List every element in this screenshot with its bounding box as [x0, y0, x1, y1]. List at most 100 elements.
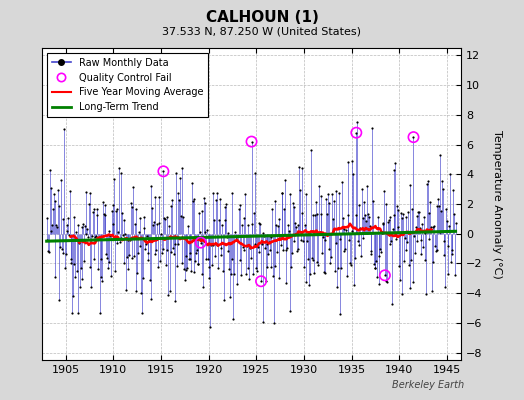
Point: [436, 152, 445, 158]
Point: [321, 270, 330, 276]
Point: [104, 258, 113, 265]
Point: [384, 218, 392, 225]
Point: [450, 210, 458, 217]
Point: [204, 256, 212, 262]
Point: [86, 264, 94, 270]
Point: [202, 256, 211, 262]
Point: [192, 250, 200, 256]
Point: [372, 258, 380, 264]
Point: [438, 178, 446, 184]
Point: [300, 264, 308, 270]
Point: [374, 214, 382, 220]
Legend: Raw Monthly Data, Quality Control Fail, Five Year Moving Average, Long-Term Tren: Raw Monthly Data, Quality Control Fail, …: [47, 53, 208, 117]
Point: [255, 220, 263, 226]
Point: [141, 241, 150, 248]
Point: [353, 119, 362, 126]
Point: [385, 217, 393, 223]
Point: [91, 234, 100, 241]
Point: [220, 216, 228, 223]
Point: [220, 296, 228, 303]
Point: [358, 234, 367, 241]
Point: [163, 247, 171, 253]
Point: [94, 265, 103, 272]
Point: [328, 191, 336, 198]
Point: [381, 200, 390, 207]
Point: [188, 180, 196, 186]
Point: [400, 235, 409, 241]
Point: [168, 197, 176, 204]
Point: [430, 223, 438, 229]
Point: [192, 247, 201, 253]
Point: [327, 254, 335, 260]
Point: [407, 257, 416, 264]
Point: [154, 264, 162, 270]
Point: [390, 167, 399, 173]
Point: [176, 174, 184, 181]
Point: [343, 159, 352, 166]
Point: [139, 225, 148, 231]
Point: [311, 212, 319, 219]
Point: [409, 134, 418, 140]
Point: [115, 164, 123, 171]
Point: [286, 191, 294, 197]
Point: [368, 125, 376, 132]
Point: [397, 210, 405, 216]
Point: [351, 212, 359, 218]
Point: [155, 194, 163, 200]
Point: [143, 233, 151, 239]
Point: [124, 266, 133, 272]
Point: [367, 248, 376, 254]
Point: [296, 187, 304, 194]
Point: [204, 275, 213, 282]
Point: [315, 183, 323, 189]
Point: [59, 216, 68, 222]
Point: [238, 244, 247, 250]
Point: [207, 242, 215, 248]
Point: [329, 227, 337, 234]
Point: [198, 207, 206, 214]
Point: [173, 190, 182, 196]
Point: [389, 212, 398, 218]
Point: [267, 264, 276, 271]
Point: [235, 257, 244, 264]
Point: [442, 206, 450, 213]
Point: [196, 240, 205, 246]
Point: [288, 249, 296, 256]
Point: [84, 201, 93, 207]
Point: [138, 310, 146, 316]
Point: [54, 202, 63, 209]
Point: [425, 236, 433, 242]
Point: [145, 237, 154, 244]
Point: [437, 208, 445, 214]
Point: [439, 186, 447, 192]
Point: [51, 274, 60, 280]
Point: [102, 251, 111, 258]
Point: [108, 221, 117, 227]
Point: [278, 190, 287, 196]
Point: [223, 234, 231, 240]
Point: [412, 238, 421, 244]
Point: [173, 262, 181, 269]
Point: [70, 214, 79, 221]
Point: [396, 277, 404, 283]
Point: [228, 255, 237, 262]
Point: [205, 264, 214, 270]
Point: [389, 226, 397, 232]
Point: [209, 189, 217, 196]
Point: [81, 222, 89, 229]
Point: [358, 186, 366, 192]
Point: [66, 188, 74, 195]
Point: [230, 271, 238, 278]
Point: [279, 247, 288, 253]
Point: [337, 264, 345, 271]
Point: [65, 232, 73, 238]
Point: [307, 147, 315, 154]
Point: [388, 301, 396, 307]
Point: [381, 272, 389, 278]
Point: [297, 237, 305, 243]
Text: CALHOUN (1): CALHOUN (1): [205, 10, 319, 25]
Point: [304, 256, 312, 262]
Point: [144, 256, 152, 263]
Point: [49, 206, 57, 212]
Point: [306, 271, 314, 278]
